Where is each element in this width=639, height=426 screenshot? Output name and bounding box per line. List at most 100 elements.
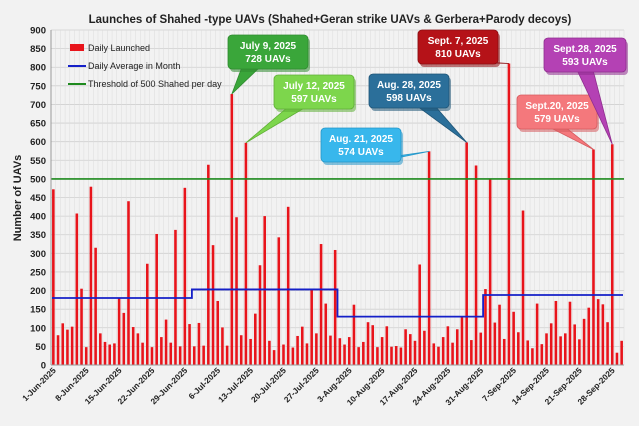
bar xyxy=(277,237,281,365)
legend-label: Daily Launched xyxy=(88,43,150,53)
bar xyxy=(385,326,389,365)
callout-date: July 12, 2025 xyxy=(283,81,345,92)
y-tick-label: 500 xyxy=(30,174,46,185)
bar xyxy=(61,323,65,365)
bar xyxy=(451,342,454,365)
callout-box xyxy=(417,29,499,65)
bar xyxy=(94,247,97,365)
y-axis-label: Number of UAVs xyxy=(12,155,24,242)
bar xyxy=(192,346,196,365)
bar xyxy=(484,289,487,365)
callout-date: Sept.28, 2025 xyxy=(553,44,617,55)
y-tick-label: 300 xyxy=(30,249,46,260)
callout-date: July 9, 2025 xyxy=(240,41,297,52)
bar xyxy=(460,316,464,365)
bar xyxy=(465,142,468,365)
bar xyxy=(258,265,262,365)
callout-date: Aug. 21, 2025 xyxy=(329,134,393,145)
bar xyxy=(169,342,173,365)
bar xyxy=(141,342,144,365)
bar xyxy=(80,288,83,365)
bar xyxy=(606,322,609,365)
callout-value: 579 UAVs xyxy=(534,114,580,125)
callout-box xyxy=(227,34,309,70)
monthly-average-line xyxy=(52,288,623,318)
callout-value: 728 UAVs xyxy=(245,54,291,65)
bar xyxy=(315,333,318,365)
bar xyxy=(333,249,337,365)
bar xyxy=(474,165,478,365)
bar xyxy=(207,164,210,365)
bar xyxy=(188,324,191,365)
legend: Daily Launched Daily Average in Month Thre… xyxy=(68,43,222,89)
bar xyxy=(305,343,309,365)
bar xyxy=(568,301,572,365)
bar xyxy=(99,333,102,365)
y-tick-label: 450 xyxy=(30,193,46,204)
bar xyxy=(578,339,581,365)
bar xyxy=(413,340,417,365)
bar xyxy=(479,332,483,365)
bar xyxy=(512,311,515,365)
bar xyxy=(155,233,158,365)
y-tick-label: 650 xyxy=(30,119,46,130)
bar xyxy=(89,186,93,365)
bar xyxy=(446,326,450,365)
bar xyxy=(521,210,525,365)
bar xyxy=(263,216,266,365)
bar xyxy=(291,347,295,365)
bar xyxy=(404,329,407,365)
bar xyxy=(347,337,351,365)
callout: Sept.20, 2025 579 UAVs xyxy=(516,94,599,150)
bar xyxy=(371,325,375,365)
bar xyxy=(427,151,431,365)
callout: July 9, 2025 728 UAVs xyxy=(227,34,310,95)
bar xyxy=(249,338,252,365)
bar xyxy=(573,324,576,365)
callout: July 12, 2025 597 UAVs xyxy=(245,74,356,144)
bar xyxy=(380,337,384,365)
bar xyxy=(610,144,614,365)
bars-layer xyxy=(52,63,623,366)
callout-value: 597 UAVs xyxy=(291,94,337,105)
bar xyxy=(540,344,544,365)
callout: Sept.28, 2025 593 UAVs xyxy=(543,37,628,145)
x-tick-label: 1-Jun-2025 xyxy=(20,365,58,403)
bar xyxy=(216,300,220,365)
bar xyxy=(127,201,130,365)
bar xyxy=(225,345,229,365)
bar xyxy=(470,340,473,365)
bar xyxy=(596,299,600,365)
bar xyxy=(409,334,412,365)
bar xyxy=(183,187,187,365)
callout-box xyxy=(320,127,402,163)
callout-box xyxy=(368,73,450,109)
y-tick-label: 750 xyxy=(30,81,46,92)
bar xyxy=(296,335,299,365)
callout: Aug. 28, 2025 598 UAVs xyxy=(368,73,467,143)
y-tick-label: 600 xyxy=(30,137,46,148)
bar xyxy=(432,343,436,365)
bar xyxy=(66,329,69,365)
y-tick-label: 250 xyxy=(30,267,46,278)
bar xyxy=(117,298,121,365)
bar xyxy=(329,335,332,365)
y-tick-label: 700 xyxy=(30,100,46,111)
bar xyxy=(620,340,623,365)
y-tick-label: 550 xyxy=(30,156,46,167)
bar xyxy=(437,346,440,365)
bar xyxy=(113,343,116,365)
bar xyxy=(202,345,205,365)
bar xyxy=(535,303,539,365)
y-tick-label: 350 xyxy=(30,230,46,241)
y-tick-label: 50 xyxy=(35,342,46,353)
bar xyxy=(390,346,393,365)
y-tick-label: 900 xyxy=(30,26,46,37)
bar xyxy=(582,318,586,365)
bar xyxy=(423,330,426,365)
callouts: July 9, 2025 728 UAVs July 12, 2025 597 UAV… xyxy=(227,29,628,165)
bar xyxy=(554,300,558,365)
bar xyxy=(399,347,403,365)
bar xyxy=(235,217,238,365)
bar xyxy=(324,303,328,365)
